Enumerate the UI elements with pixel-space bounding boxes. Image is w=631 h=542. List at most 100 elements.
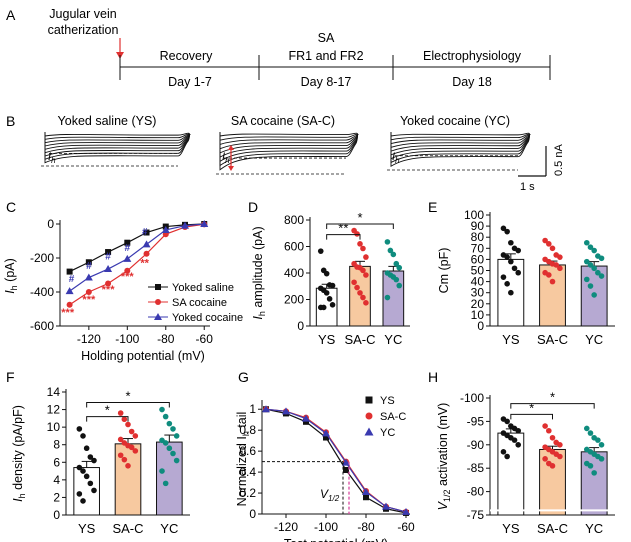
individual-data-point	[83, 445, 90, 452]
scale-time-label: 1 s	[520, 181, 535, 193]
current-trace	[390, 132, 531, 141]
x-tick-label: -120	[274, 520, 298, 534]
individual-data-point	[515, 427, 522, 434]
data-point-0	[85, 259, 92, 266]
significance-stars: *	[105, 403, 110, 418]
x-tick-label: -100	[115, 332, 139, 346]
significance-mark: ***	[102, 284, 116, 296]
significance-mark: **	[140, 258, 149, 270]
individual-data-point	[587, 463, 594, 469]
legend-label: Yoked saline	[172, 282, 234, 294]
axis-title: V1/2 activation (mV)	[436, 403, 452, 511]
data-point-0	[303, 418, 309, 425]
v-half-label: V1/2	[320, 487, 340, 503]
data-point-2	[200, 220, 209, 227]
data-point-1	[124, 267, 131, 274]
y-tick-label: -80	[467, 485, 485, 499]
current-trace	[390, 132, 531, 168]
individual-data-point	[587, 262, 594, 268]
individual-data-point	[162, 440, 169, 446]
y-tick-label: 30	[471, 286, 485, 300]
legend-marker	[365, 412, 373, 420]
individual-data-point	[504, 254, 510, 260]
current-trace	[44, 132, 191, 164]
individual-data-point	[515, 247, 522, 254]
individual-data-point	[595, 437, 601, 443]
significance-mark: #	[69, 274, 75, 285]
y-tick-label: 40	[471, 275, 485, 289]
trace-title-yc: Yoked cocaine (YC)	[400, 114, 510, 128]
ih-red-arrow-head-bottom	[228, 166, 234, 171]
individual-data-point	[76, 464, 83, 471]
significance-mark: #	[86, 261, 92, 272]
significance-mark: ***	[82, 294, 96, 306]
individual-data-point	[557, 265, 563, 272]
significance-mark: #	[105, 252, 111, 263]
individual-data-point	[515, 269, 522, 276]
individual-data-point	[557, 442, 563, 448]
data-point-2	[142, 240, 151, 248]
ih-red-arrow-head-top	[228, 145, 234, 150]
individual-data-point	[117, 410, 124, 416]
significance-stars: *	[529, 400, 534, 415]
individual-data-point	[500, 274, 507, 280]
current-trace	[219, 132, 359, 171]
individual-data-point	[542, 423, 548, 429]
y-tick-label: 70	[471, 241, 485, 255]
legend-marker	[155, 299, 161, 305]
significance-stars: *	[550, 390, 555, 405]
current-trace	[44, 132, 191, 137]
x-axis-title: Holding potential (mV)	[81, 349, 205, 363]
individual-data-point	[125, 463, 131, 469]
chart-g-activation: 0 0.2 0.4 0.6 0.8 1 -120 -100 -80 -60 V1/2 YS SA-C YC…	[235, 395, 415, 542]
individual-data-point	[549, 245, 556, 252]
individual-data-point	[393, 276, 400, 283]
individual-data-point	[546, 427, 552, 434]
legend-label: SA-C	[380, 411, 406, 423]
individual-data-point	[323, 270, 330, 277]
individual-data-point	[363, 272, 369, 278]
individual-data-point	[387, 247, 394, 254]
individual-data-point	[91, 487, 97, 494]
individual-data-point	[170, 450, 176, 457]
individual-data-point	[170, 426, 176, 432]
trace-title-sac: SA cocaine (SA-C)	[231, 114, 335, 128]
individual-data-point	[360, 294, 366, 301]
panel-label-g: G	[238, 369, 249, 385]
individual-data-point	[83, 473, 90, 480]
individual-data-point	[511, 437, 518, 443]
y-tick-label: 0.6	[239, 444, 256, 458]
individual-data-point	[162, 413, 169, 420]
individual-data-point	[583, 425, 590, 432]
data-point-2	[123, 254, 132, 262]
y-tick-label: 100	[464, 208, 484, 222]
individual-data-point	[591, 292, 597, 298]
individual-data-point	[587, 244, 594, 250]
trace-set-yc	[387, 132, 531, 171]
current-trace	[219, 132, 359, 141]
category-label: YS	[318, 332, 336, 347]
individual-data-point	[166, 445, 173, 452]
sa-label: SA	[318, 31, 335, 45]
data-point-1	[143, 250, 150, 257]
significance-mark: #	[125, 243, 131, 254]
data-point-0	[323, 434, 329, 441]
individual-data-point	[583, 258, 590, 265]
significance-bracket	[326, 234, 361, 240]
individual-data-point	[591, 470, 597, 476]
individual-data-point	[329, 302, 336, 308]
y-tick-label: 20	[471, 297, 485, 311]
individual-data-point	[583, 239, 590, 246]
timeline-panel: Jugular vein catherization SA Recovery F…	[48, 7, 551, 89]
data-point-2	[84, 273, 93, 281]
series-line-0	[265, 408, 407, 514]
individual-data-point	[320, 304, 327, 311]
x-tick-label: -60	[196, 332, 214, 346]
y-tick-label: 0	[53, 508, 60, 522]
significance-stars: **	[338, 221, 348, 236]
y-tick-label: 50	[471, 264, 485, 278]
individual-data-point	[317, 248, 324, 254]
significance-bracket	[86, 402, 170, 408]
